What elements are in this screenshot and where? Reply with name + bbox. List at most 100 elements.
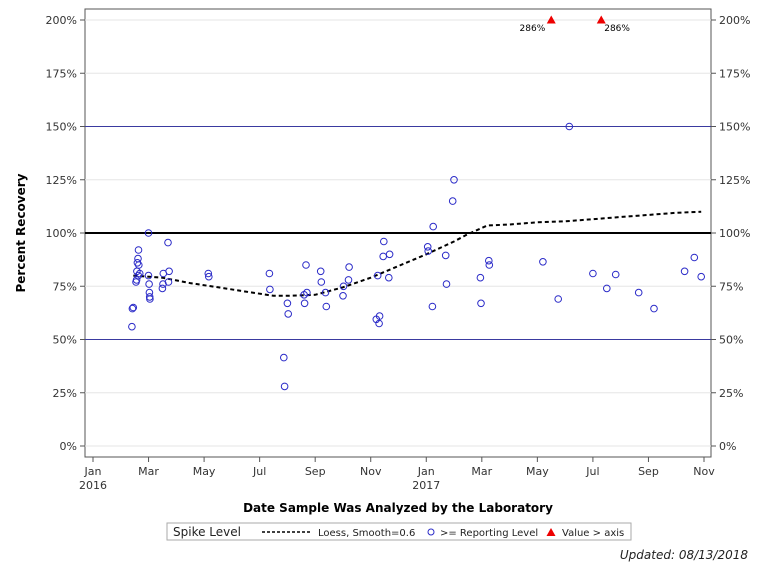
value-over-axis-marker: [596, 15, 606, 24]
data-point: [146, 295, 154, 303]
y-tick-label-right: 50%: [719, 334, 743, 347]
value-over-axis-marker: [546, 15, 556, 24]
y-tick-label-right: 75%: [719, 280, 743, 293]
legend-value-over-axis-label: Value > axis: [562, 528, 624, 539]
data-point: [680, 267, 689, 276]
data-point: [424, 247, 433, 255]
y-tick-label-right: 100%: [719, 227, 750, 240]
data-point: [303, 288, 311, 297]
data-point: [375, 312, 384, 320]
legend: Spike Level Loess, Smooth=0.6 >= Reporti…: [166, 522, 632, 541]
y-tick-label-left: 0%: [60, 440, 77, 453]
x-axis-title: Date Sample Was Analyzed by the Laborato…: [243, 501, 553, 515]
value-over-axis-label: 286%: [520, 24, 546, 34]
data-point: [476, 273, 485, 282]
data-point: [345, 263, 353, 271]
legend-box: [166, 522, 632, 541]
value-over-axis-markers: 286% 286%: [520, 15, 630, 34]
data-point: [429, 222, 438, 231]
x-tick-label: Nov: [693, 465, 715, 478]
data-point: [316, 267, 325, 276]
updated-footnote: Updated: 08/13/2018: [619, 548, 748, 562]
data-point: [302, 261, 310, 269]
data-point: [344, 276, 353, 284]
x-tick-label: Jul: [585, 465, 599, 478]
value-over-axis-label: 286%: [604, 24, 630, 34]
y-tick-label-left: 150%: [46, 121, 77, 134]
data-point: [129, 303, 138, 312]
data-point: [204, 269, 213, 278]
data-point: [317, 278, 326, 286]
data-point: [339, 292, 347, 300]
data-point: [603, 284, 611, 293]
x-tick-label: Nov: [360, 465, 382, 478]
y-tick-label-right: 25%: [719, 387, 743, 400]
x-tick-label: Sep: [638, 465, 659, 478]
axes: 0% 0% 25% 25% 50% 50% 75% 75% 100% 100% 125% 125% 15…: [46, 14, 751, 492]
y-tick-label-left: 200%: [46, 14, 77, 27]
x-tick-year-label: 2017: [412, 479, 440, 492]
data-point: [634, 288, 643, 297]
data-point: [128, 304, 137, 313]
data-point: [611, 270, 620, 279]
data-point: [266, 285, 274, 294]
data-point: [134, 271, 143, 280]
x-tick-label: May: [526, 465, 549, 478]
x-tick-label: Jul: [252, 465, 266, 478]
legend-triangle-swatch: [546, 528, 556, 536]
data-point: [144, 229, 153, 237]
y-tick-label-left: 175%: [46, 67, 77, 80]
x-tick-label: Jan: [84, 465, 102, 478]
data-point: [300, 299, 309, 308]
data-point: [450, 176, 458, 184]
data-point: [158, 284, 167, 293]
reference-lines: [85, 126, 711, 340]
data-point: [385, 273, 393, 282]
data-point: [589, 269, 597, 278]
legend-title: Spike Level: [173, 525, 241, 539]
data-point: [441, 251, 450, 260]
data-point: [265, 269, 274, 278]
data-point: [280, 382, 289, 391]
x-tick-label: Jan: [417, 465, 435, 478]
data-point: [380, 237, 388, 246]
data-point: [165, 267, 173, 276]
data-points: [128, 122, 706, 391]
data-point: [485, 261, 494, 269]
data-point: [134, 246, 143, 254]
data-point: [539, 258, 547, 266]
data-point: [485, 256, 493, 265]
x-tick-year-label: 2016: [79, 479, 107, 492]
data-point: [321, 288, 330, 297]
data-point: [144, 271, 153, 280]
data-point: [128, 322, 136, 331]
legend-reporting-label: >= Reporting Level: [440, 528, 538, 539]
data-point: [322, 302, 331, 311]
data-point: [375, 319, 383, 328]
y-tick-label-right: 175%: [719, 67, 750, 80]
data-point: [373, 271, 382, 280]
x-tick-label: Mar: [138, 465, 159, 478]
data-point: [205, 272, 213, 281]
data-point: [339, 282, 348, 291]
data-point: [442, 280, 451, 288]
data-point: [554, 295, 563, 303]
x-tick-label: Sep: [305, 465, 326, 478]
y-tick-label-right: 0%: [719, 440, 736, 453]
data-point: [132, 276, 141, 284]
data-point: [697, 272, 706, 281]
y-tick-label-left: 125%: [46, 174, 77, 187]
data-point: [164, 278, 173, 286]
data-point: [145, 280, 153, 288]
data-point: [283, 299, 292, 308]
data-point: [164, 238, 172, 247]
data-point: [428, 302, 437, 311]
y-tick-label-right: 200%: [719, 14, 750, 27]
data-point: [477, 299, 485, 308]
x-tick-label: May: [193, 465, 216, 478]
data-point: [690, 253, 699, 262]
data-point: [133, 259, 142, 267]
y-tick-label-right: 125%: [719, 174, 750, 187]
data-point: [135, 261, 143, 269]
